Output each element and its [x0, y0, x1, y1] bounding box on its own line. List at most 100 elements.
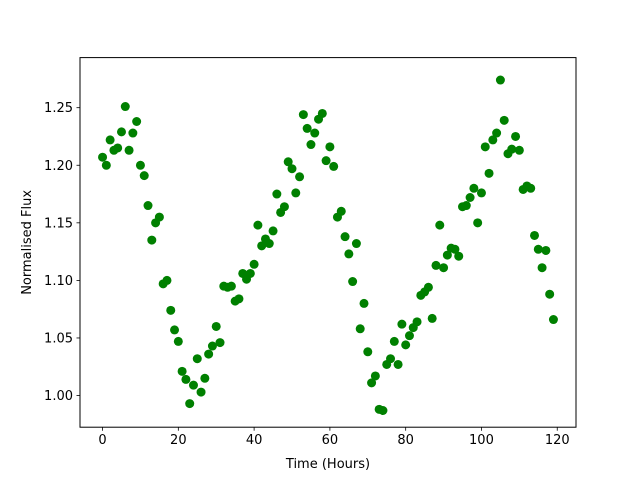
data-point	[397, 319, 407, 329]
data-point	[317, 108, 327, 118]
data-point	[124, 145, 134, 155]
data-point	[514, 145, 524, 155]
data-point	[378, 406, 388, 415]
data-point	[181, 374, 191, 384]
data-point	[348, 277, 358, 287]
data-point	[310, 128, 320, 138]
data-point	[473, 218, 483, 228]
data-point	[245, 268, 255, 278]
data-point	[412, 317, 422, 327]
data-point	[135, 160, 145, 170]
x-axis-label: Time (Hours)	[285, 457, 370, 472]
data-point	[526, 183, 536, 193]
data-points	[98, 75, 558, 415]
data-point	[321, 156, 331, 166]
data-point	[545, 289, 555, 299]
data-point	[298, 110, 308, 120]
y-tick-label: 1.05	[44, 331, 73, 346]
data-point	[166, 305, 176, 315]
data-point	[253, 220, 263, 230]
data-point	[132, 117, 142, 126]
data-point	[116, 127, 126, 137]
x-tick-label: 80	[397, 433, 414, 448]
data-point	[533, 244, 543, 254]
x-tick-label: 0	[98, 433, 106, 448]
data-point	[162, 275, 172, 285]
data-point	[465, 193, 475, 202]
y-axis-label: Normalised Flux	[20, 190, 35, 295]
data-point	[306, 140, 316, 150]
x-tick-label: 120	[545, 433, 570, 448]
data-point	[215, 338, 225, 348]
data-point	[272, 189, 282, 199]
data-point	[492, 128, 502, 138]
data-point	[389, 336, 399, 346]
data-point	[196, 387, 206, 397]
data-point	[336, 206, 346, 216]
data-point	[537, 263, 547, 273]
data-point	[207, 341, 217, 351]
data-point	[423, 282, 433, 292]
data-point	[177, 366, 187, 376]
data-point	[295, 172, 305, 182]
data-point	[268, 226, 278, 236]
data-point	[530, 230, 540, 240]
data-point	[185, 399, 195, 409]
data-point	[226, 281, 236, 291]
data-point	[143, 201, 153, 211]
x-tick-label: 20	[170, 433, 187, 448]
data-point	[170, 325, 180, 335]
data-point	[257, 241, 267, 251]
data-point	[499, 115, 509, 125]
data-point	[105, 135, 115, 145]
y-tick-label: 1.10	[44, 274, 73, 289]
data-point	[291, 188, 301, 198]
data-point	[431, 260, 441, 270]
data-point	[351, 239, 361, 249]
data-point	[283, 157, 293, 167]
y-tick-label: 1.25	[44, 101, 73, 116]
data-point	[279, 202, 289, 212]
y-axis-ticks: 1.00 1.05 1.10 1.15 1.20 1.25	[44, 101, 80, 404]
data-point	[355, 324, 365, 334]
plot-frame	[79, 57, 577, 428]
data-point	[484, 168, 494, 178]
data-point	[507, 144, 517, 154]
data-point	[511, 131, 521, 141]
data-point	[435, 220, 445, 230]
data-point	[101, 160, 111, 170]
data-point	[211, 321, 221, 331]
data-point	[450, 244, 460, 254]
data-point	[386, 354, 396, 364]
data-point	[548, 315, 558, 325]
data-point	[393, 359, 403, 369]
data-point	[404, 331, 414, 341]
data-point	[139, 171, 149, 181]
x-axis-ticks: 0 20 40 60 80 100 120	[98, 427, 570, 448]
data-point	[249, 259, 259, 269]
data-point	[495, 75, 505, 85]
data-point	[541, 245, 551, 255]
data-point	[188, 380, 198, 390]
data-point	[488, 135, 498, 145]
data-point	[439, 263, 449, 273]
data-point	[461, 201, 471, 211]
data-point	[192, 354, 202, 364]
data-point	[287, 164, 297, 174]
data-point	[120, 102, 130, 112]
data-point	[344, 249, 354, 259]
data-point	[173, 336, 183, 346]
data-point	[325, 142, 335, 152]
data-point	[469, 183, 479, 193]
y-tick-label: 1.15	[44, 216, 73, 231]
data-point	[329, 161, 339, 171]
data-point	[427, 313, 437, 323]
data-point	[340, 232, 350, 242]
x-tick-label: 60	[322, 433, 339, 448]
data-point	[454, 251, 464, 261]
data-point	[113, 143, 123, 153]
y-tick-label: 1.00	[44, 389, 73, 404]
data-point	[370, 371, 380, 381]
